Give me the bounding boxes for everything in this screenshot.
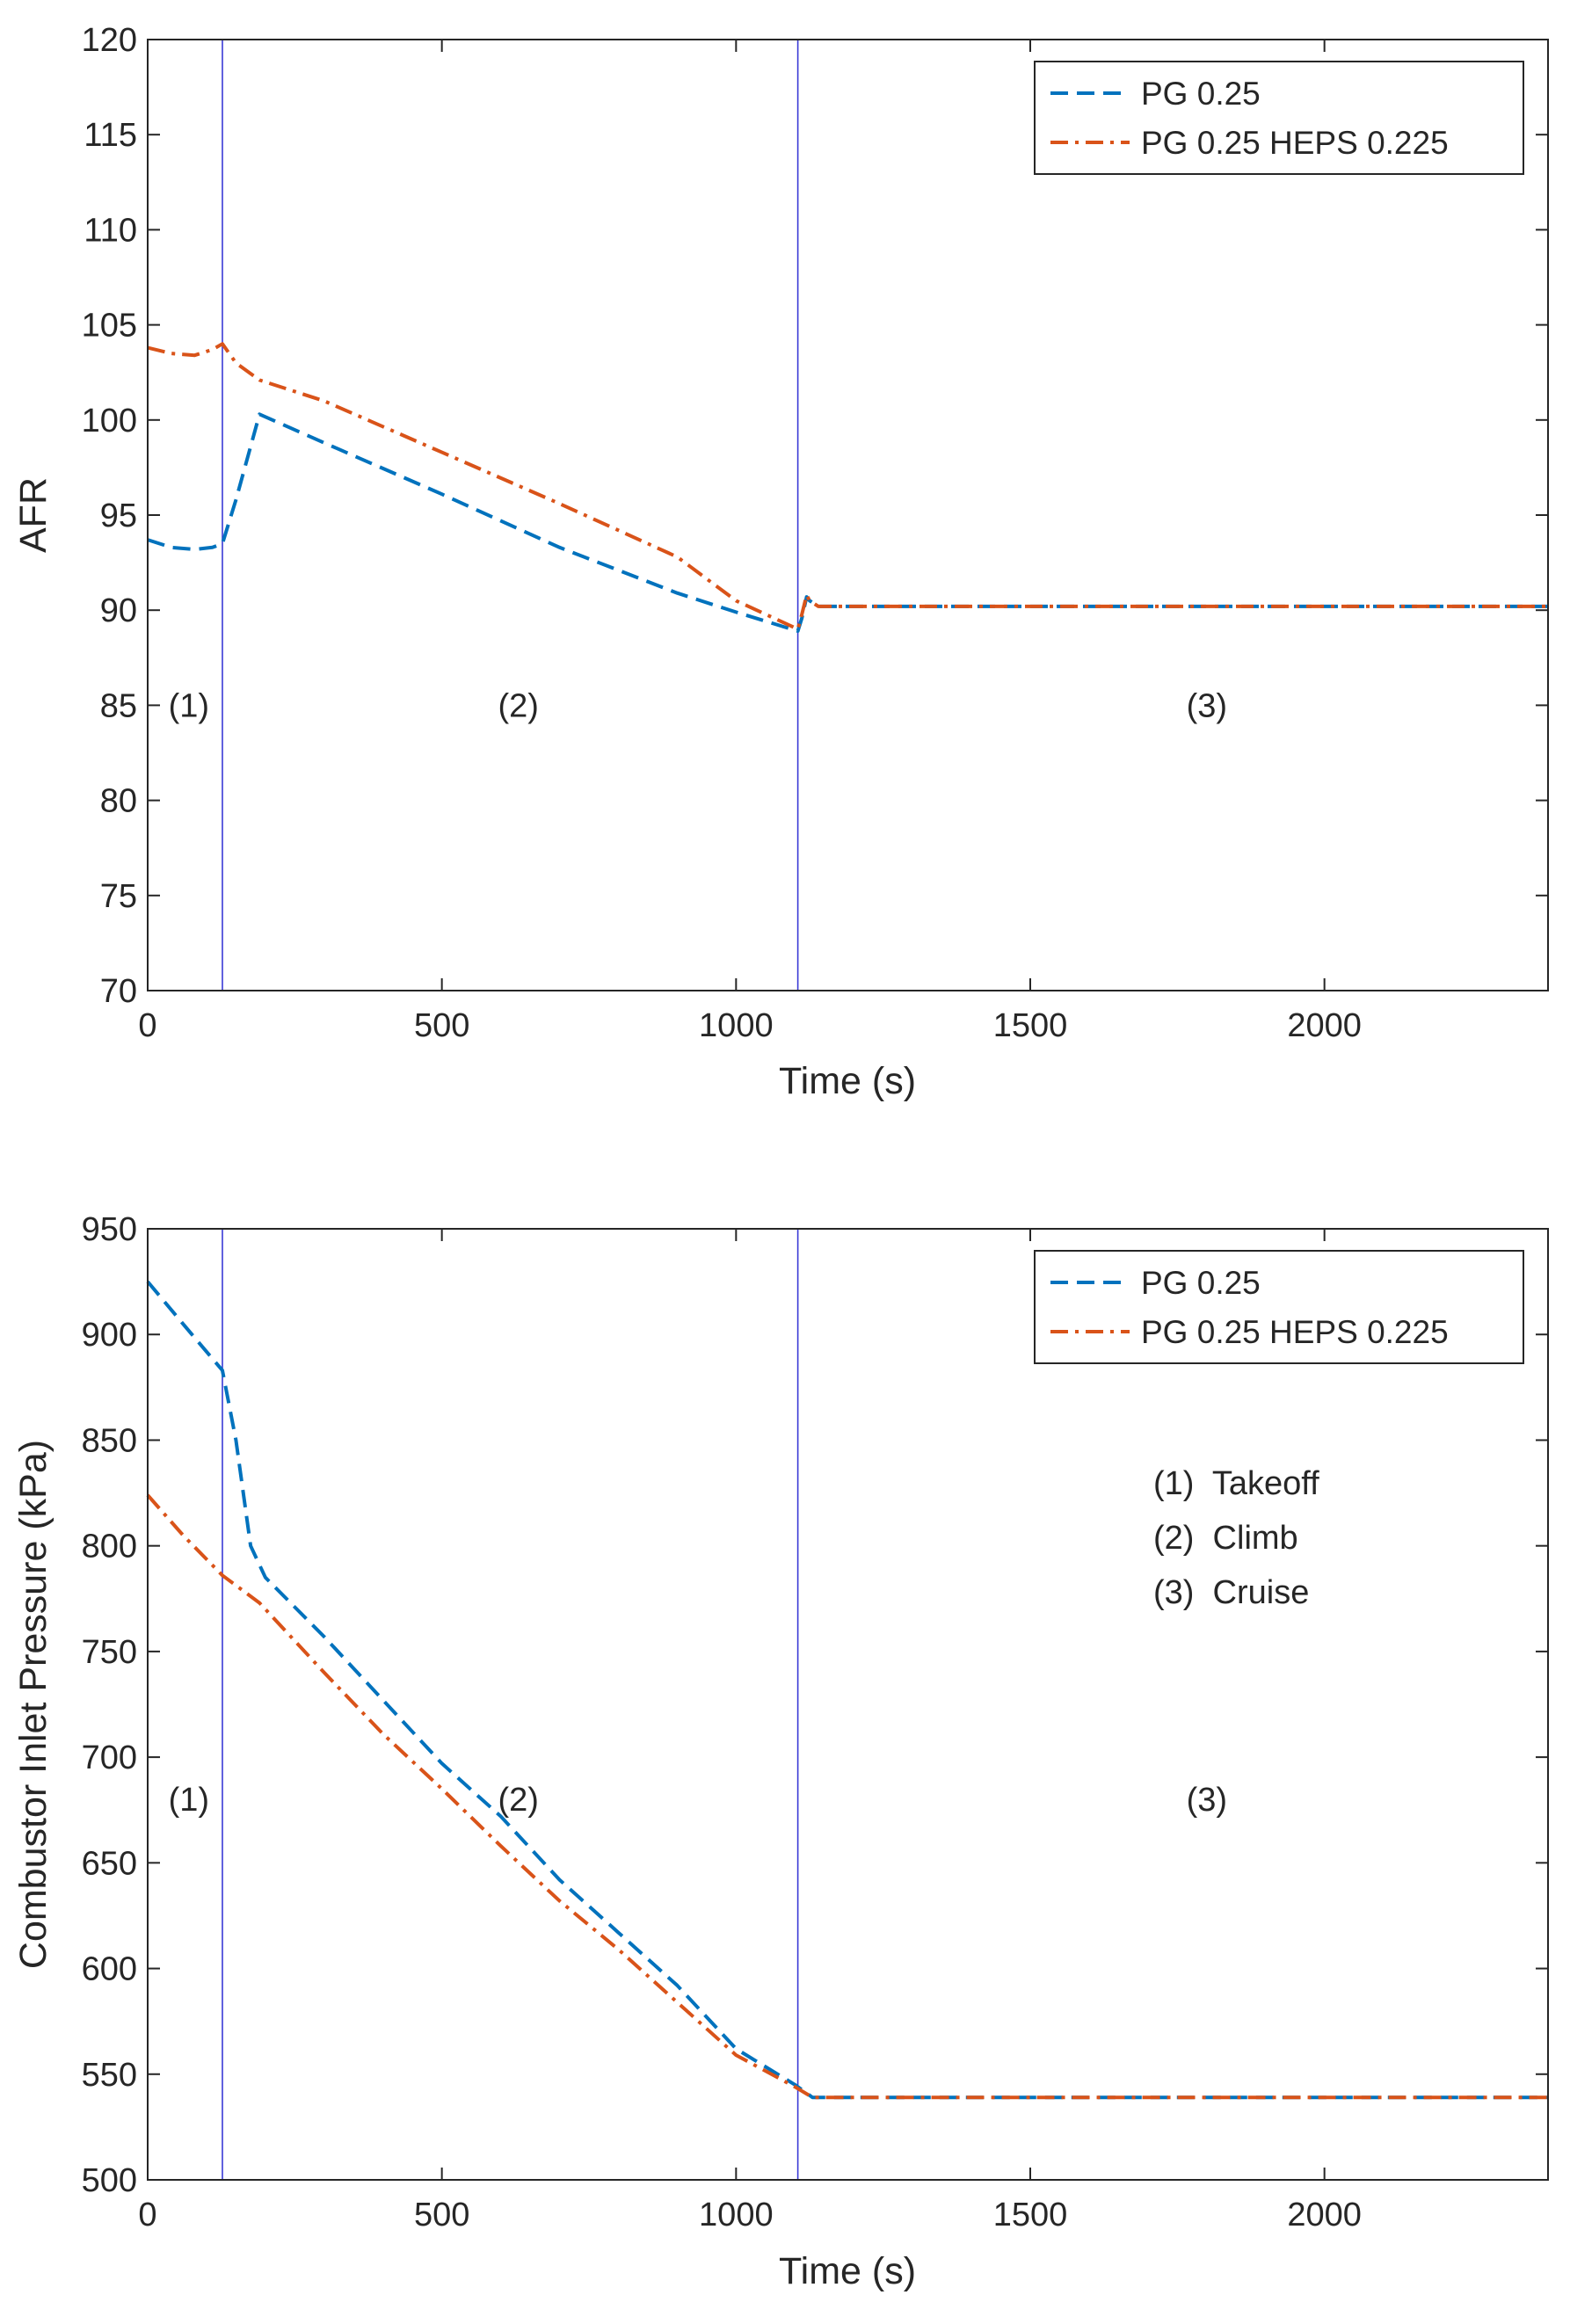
x-tick-label: 2000 [1287,1007,1362,1044]
x-tick-label: 1500 [993,1007,1068,1044]
y-axis-label: Combustor Inlet Pressure (kPa) [12,1440,55,1969]
legend-label-pg: PG 0.25 [1141,76,1261,112]
y-tick-labels: 70 75 80 85 90 95 100 105 110 115 120 [82,22,137,1010]
note-climb: (2) Climb [1153,1520,1298,1557]
x-tick-label: 1500 [993,2197,1068,2233]
phase-notes: (1) Takeoff (2) Climb (3) Cruise [1153,1465,1319,1611]
x-tick-label: 2000 [1287,2197,1362,2233]
plot-area [148,40,1548,991]
x-tick-labels: 0 500 1000 1500 2000 [138,2197,1361,2233]
series-lines [147,342,1548,633]
y-tick-label: 70 [100,973,137,1010]
series-lines [146,1280,1548,2100]
note-cruise: (3) Cruise [1153,1574,1309,1611]
x-tick-labels: 0 500 1000 1500 2000 [138,1007,1361,1044]
x-tick-label: 1000 [699,2197,774,2233]
legend: PG 0.25 PG 0.25 HEPS 0.225 [1034,1250,1524,1364]
plot-area [148,1229,1548,2180]
y-tick-label: 500 [82,2162,137,2199]
y-tick-label: 85 [100,687,137,724]
y-tick-label: 75 [100,878,137,915]
x-tick-label: 0 [138,2197,156,2233]
legend-label-pg: PG 0.25 [1141,1265,1261,1301]
y-tick-label: 80 [100,783,137,820]
x-tick-label: 500 [414,1007,469,1044]
legend-label-heps: PG 0.25 HEPS 0.225 [1141,1314,1449,1350]
series-line-heps [146,1493,1548,2100]
y-tick-label: 120 [82,22,137,59]
phase-label: (3) [1187,1782,1227,1819]
y-tick-label: 105 [82,308,137,345]
y-axis-label: AFR [12,477,55,553]
x-tick-label: 500 [414,2197,469,2233]
phase-label: (1) [169,687,209,724]
series-line-heps [147,342,1548,631]
y-tick-label: 950 [82,1211,137,1248]
y-tick-label: 95 [100,497,137,534]
legend-box [1034,61,1524,175]
y-tick-label: 90 [100,592,137,629]
phase-label: (2) [498,1782,538,1819]
y-tick-label: 550 [82,2057,137,2094]
plot-frame [147,1228,1549,2181]
legend: PG 0.25 PG 0.25 HEPS 0.225 [1034,61,1524,175]
y-tick-label: 800 [82,1529,137,1565]
phase-boundaries [222,1229,799,2180]
phase-labels: (1) (2) (3) [169,1782,1227,1819]
series-line-pg [147,412,1548,633]
y-tick-label: 750 [82,1634,137,1671]
x-tick-label: 1000 [699,1007,774,1044]
y-tick-label: 850 [82,1422,137,1459]
y-tick-label: 110 [84,212,137,249]
legend-label-heps: PG 0.25 HEPS 0.225 [1141,125,1449,161]
phase-boundaries [222,40,799,991]
y-tick-label: 600 [82,1951,137,1988]
phase-label: (3) [1187,687,1227,724]
phase-label: (1) [169,1782,209,1819]
y-tick-label: 100 [82,403,137,439]
x-axis-label: Time (s) [779,1060,916,1102]
series-line-pg [146,1280,1548,2100]
legend-box [1034,1250,1524,1364]
pressure-chart: 0 500 1000 1500 2000 50055060065070075080085… [12,1211,1549,2292]
afr-chart: 0 500 1000 1500 2000 70 75 80 85 90 95 100 105 110 11… [12,22,1549,1102]
phase-label: (2) [498,687,538,724]
x-axis-label: Time (s) [779,2250,916,2292]
y-tick-label: 900 [82,1317,137,1354]
y-tick-label: 700 [82,1739,137,1776]
x-tick-label: 0 [138,1007,156,1044]
y-tick-label: 650 [82,1845,137,1882]
plot-frame [147,39,1549,991]
y-tick-label: 115 [84,117,137,154]
phase-labels: (1) (2) (3) [169,687,1227,724]
note-takeoff: (1) Takeoff [1153,1465,1319,1502]
y-tick-labels: 500 550 600 650 700 750 800 850 900 950 [82,1211,137,2199]
